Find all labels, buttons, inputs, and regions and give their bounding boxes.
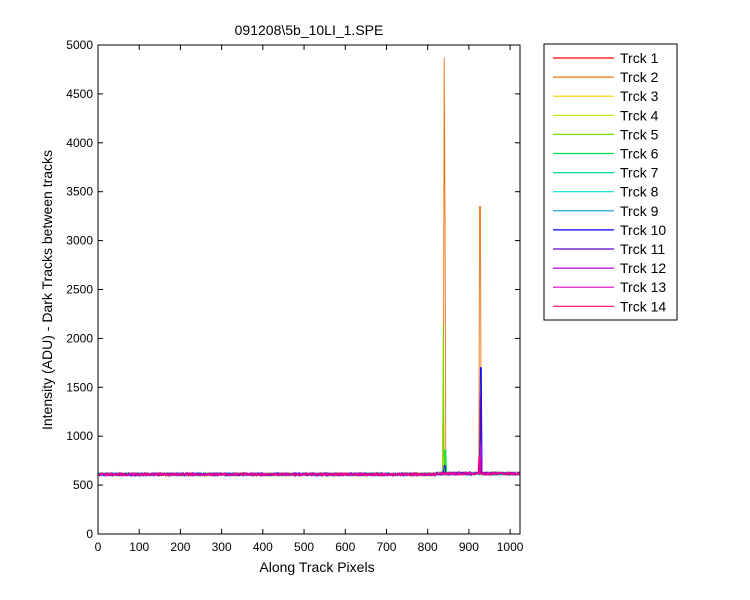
- x-tick-label: 900: [459, 540, 479, 554]
- x-axis-label: Along Track Pixels: [259, 559, 374, 575]
- legend-label: Trck 14: [620, 298, 666, 314]
- x-tick-label: 1000: [497, 540, 524, 554]
- x-tick-label: 500: [294, 540, 314, 554]
- y-tick-label: 3500: [66, 185, 93, 199]
- legend-label: Trck 7: [620, 165, 659, 181]
- legend-items: Trck 1 Trck 2 Trck 3 Trck 4 Trck 5 Trck 6 Trck…: [553, 50, 666, 314]
- chart-title: 091208\5b_10LI_1.SPE: [235, 22, 384, 38]
- x-tick-label: 600: [335, 540, 355, 554]
- y-tick-label: 4000: [66, 136, 93, 150]
- legend-label: Trck 6: [620, 146, 659, 162]
- x-tick-label: 800: [418, 540, 438, 554]
- legend-label: Trck 4: [620, 107, 659, 123]
- y-tick-label: 2500: [66, 283, 93, 297]
- legend-label: Trck 2: [620, 69, 659, 85]
- x-tick-label: 300: [212, 540, 232, 554]
- legend-label: Trck 12: [620, 260, 666, 276]
- x-tick-label: 100: [129, 540, 149, 554]
- x-tick-label: 700: [376, 540, 396, 554]
- y-tick-label: 2000: [66, 331, 93, 345]
- x-tick-label: 0: [95, 540, 102, 554]
- x-axis-ticks: 0 100 200 300 400 500 600 700 800 900 1000: [95, 45, 524, 554]
- legend-label: Trck 10: [620, 222, 666, 238]
- series-line-trck-14: [97, 455, 521, 478]
- legend-label: Trck 3: [620, 88, 659, 104]
- y-tick-label: 0: [86, 527, 93, 541]
- y-tick-label: 500: [73, 478, 93, 492]
- x-tick-label: 200: [170, 540, 190, 554]
- legend-label: Trck 1: [620, 50, 659, 66]
- legend-box: [543, 43, 678, 321]
- y-tick-label: 1000: [66, 429, 93, 443]
- y-tick-label: 5000: [66, 38, 93, 52]
- legend-label: Trck 8: [620, 184, 659, 200]
- series-layer: [97, 57, 521, 478]
- y-tick-label: 1500: [66, 380, 93, 394]
- y-tick-label: 3000: [66, 234, 93, 248]
- legend-label: Trck 5: [620, 126, 659, 142]
- plot-area: [98, 45, 520, 534]
- x-tick-label: 400: [253, 540, 273, 554]
- y-axis-label: Intensity (ADU) - Dark Tracks between tr…: [39, 150, 55, 430]
- legend-label: Trck 11: [620, 241, 665, 257]
- legend-label: Trck 9: [620, 203, 659, 219]
- y-axis-ticks: 0 500 1000 1500 2000 2500 3000 3500 4000 4500 5000: [66, 38, 520, 541]
- y-tick-label: 4500: [66, 87, 93, 101]
- legend: Trck 1 Trck 2 Trck 3 Trck 4 Trck 5 Trck 6 Trck…: [543, 43, 678, 321]
- legend-label: Trck 13: [620, 279, 666, 295]
